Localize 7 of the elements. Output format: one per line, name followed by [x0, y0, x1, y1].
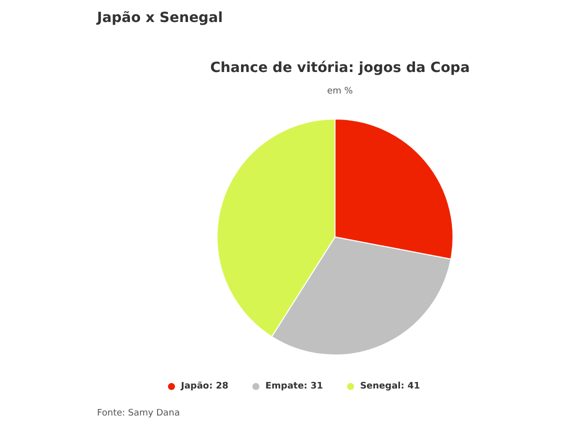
- legend-label: Empate: 31: [265, 382, 324, 392]
- source-note: Fonte: Samy Dana: [97, 408, 180, 418]
- legend-label: Senegal: 41: [360, 382, 420, 392]
- legend-label: Japão: 28: [180, 382, 228, 392]
- chart-title: Japão x Senegal: [96, 10, 223, 26]
- chart-subtitle: Chance de vitória: jogos da Copa: [210, 60, 470, 76]
- text: em %: [327, 86, 354, 96]
